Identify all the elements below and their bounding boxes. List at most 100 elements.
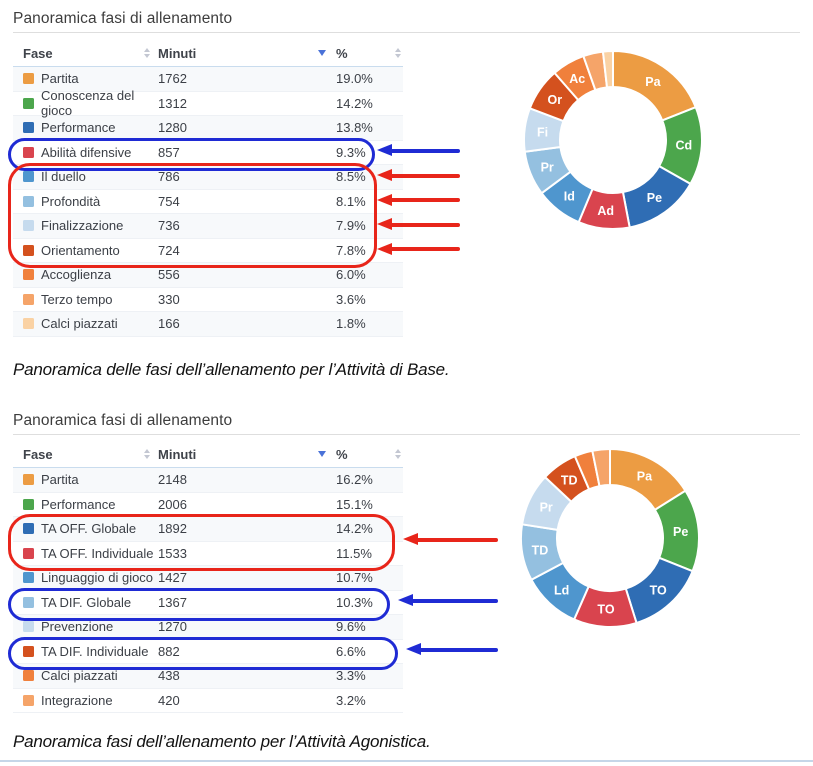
sort-icon[interactable] [395, 449, 401, 459]
column-header-fase[interactable]: Fase [13, 46, 158, 61]
table-row: TA OFF. Individuale 1533 11.5% [13, 542, 403, 566]
table-row: Profondità 754 8.1% [13, 190, 403, 214]
table-header-row: Fase Minuti % [13, 441, 403, 468]
phase-label: Accoglienza [41, 267, 112, 283]
donut-slice-label: Pa [637, 469, 653, 483]
sort-desc-icon[interactable] [318, 50, 326, 56]
table-header-row: Fase Minuti % [13, 40, 403, 67]
sort-icon[interactable] [144, 48, 150, 58]
phase-color-swatch [23, 73, 34, 85]
minutes-cell: 1762 [158, 71, 187, 87]
phase-cell: Partita [13, 472, 158, 487]
phase-label: Integrazione [41, 692, 113, 708]
table-body-1: Partita 2148 16.2% Performance 2006 15.1% TA O… [13, 468, 403, 713]
sort-icon[interactable] [395, 48, 401, 58]
phase-cell: TA DIF. Individuale [13, 644, 158, 659]
minutes-cell: 1312 [158, 95, 187, 111]
sort-icon[interactable] [144, 449, 150, 459]
phase-label: Il duello [41, 169, 86, 185]
donut-slice-label: TD [532, 543, 549, 557]
phase-color-swatch [23, 171, 34, 183]
table-row: Linguaggio di gioco 1427 10.7% [13, 566, 403, 591]
percent-cell: 7.9% [336, 218, 366, 234]
annotation-arrow-blue [398, 594, 498, 607]
phase-cell: Orientamento [13, 243, 158, 258]
minutes-cell: 166 [158, 316, 180, 332]
column-header-percent[interactable]: % [336, 46, 403, 61]
phase-label: Performance [41, 120, 116, 136]
percent-cell: 3.2% [336, 692, 366, 708]
phase-color-swatch [23, 269, 34, 281]
minutes-cell: 1280 [158, 120, 187, 136]
donut-slice-label: TO [650, 584, 667, 598]
table-row: TA DIF. Individuale 882 6.6% [13, 640, 403, 664]
phase-color-swatch [23, 596, 34, 608]
table-row: Accoglienza 556 6.0% [13, 263, 403, 288]
percent-cell: 6.0% [336, 267, 366, 283]
phase-cell: TA OFF. Globale [13, 521, 158, 536]
phase-color-swatch [23, 244, 34, 256]
phase-label: Performance [41, 496, 116, 512]
bottom-border [0, 760, 813, 762]
minutes-cell: 1270 [158, 619, 187, 635]
table-body-0: Partita 1762 19.0% Conoscenza del gioco 1312… [13, 67, 403, 337]
percent-cell: 10.3% [336, 594, 373, 610]
phase-color-swatch [23, 621, 34, 633]
table-row: Partita 2148 16.2% [13, 468, 403, 493]
section-caption: Panoramica fasi dell’allenamento per l’A… [13, 732, 431, 751]
donut-slice[interactable] [591, 448, 611, 488]
percent-cell: 1.8% [336, 316, 366, 332]
phase-cell: Profondità [13, 194, 158, 209]
table-row: Orientamento 724 7.8% [13, 239, 403, 263]
table-row: Performance 2006 15.1% [13, 493, 403, 517]
minutes-cell: 786 [158, 169, 180, 185]
percent-cell: 10.7% [336, 570, 373, 586]
phase-cell: Partita [13, 71, 158, 86]
phase-cell: Performance [13, 120, 158, 135]
minutes-cell: 1533 [158, 545, 187, 561]
minutes-cell: 857 [158, 144, 180, 160]
minutes-cell: 2148 [158, 472, 187, 488]
table-row: Integrazione 420 3.2% [13, 689, 403, 713]
table-row: Prevenzione 1270 9.6% [13, 615, 403, 640]
percent-cell: 19.0% [336, 71, 373, 87]
donut-slice-label: Pr [541, 160, 554, 174]
phase-cell: Prevenzione [13, 619, 158, 634]
phase-label: TA DIF. Globale [41, 594, 132, 610]
phase-color-swatch [23, 195, 34, 207]
phase-label: Prevenzione [41, 619, 114, 635]
phase-label: Partita [41, 71, 79, 87]
column-header-percent[interactable]: % [336, 447, 403, 462]
minutes-cell: 438 [158, 668, 180, 684]
donut-slice-label: TD [561, 473, 578, 487]
percent-cell: 8.1% [336, 193, 366, 209]
table-row: Il duello 786 8.5% [13, 165, 403, 190]
donut-chart-1: Pa Pe TO TO Ld TD Pr TD [518, 446, 702, 630]
percent-cell: 3.3% [336, 668, 366, 684]
phase-cell: TA DIF. Globale [13, 595, 158, 610]
percent-cell: 14.2% [336, 95, 373, 111]
sort-desc-icon[interactable] [318, 451, 326, 457]
phase-cell: Abilità difensive [13, 145, 158, 160]
column-header-fase[interactable]: Fase [13, 447, 158, 462]
phase-label: Finalizzazione [41, 218, 124, 234]
title-divider [13, 434, 800, 435]
column-header-minuti[interactable]: Minuti [158, 46, 336, 61]
column-label-fase: Fase [23, 45, 53, 61]
minutes-cell: 420 [158, 692, 180, 708]
percent-cell: 9.3% [336, 144, 366, 160]
phase-cell: Calci piazzati [13, 668, 158, 683]
column-header-minuti[interactable]: Minuti [158, 447, 336, 462]
phase-cell: TA OFF. Individuale [13, 546, 158, 561]
percent-cell: 15.1% [336, 496, 373, 512]
phase-cell: Performance [13, 497, 158, 512]
donut-slice-label: Ac [569, 72, 585, 86]
percent-cell: 3.6% [336, 291, 366, 307]
table-row: Performance 1280 13.8% [13, 116, 403, 141]
phase-color-swatch [23, 122, 34, 134]
table-row: Finalizzazione 736 7.9% [13, 214, 403, 239]
donut-slice-label: Pa [645, 75, 661, 89]
donut-slice[interactable] [601, 50, 614, 89]
table-row: TA DIF. Globale 1367 10.3% [13, 591, 403, 615]
table-row: Partita 1762 19.0% [13, 67, 403, 92]
